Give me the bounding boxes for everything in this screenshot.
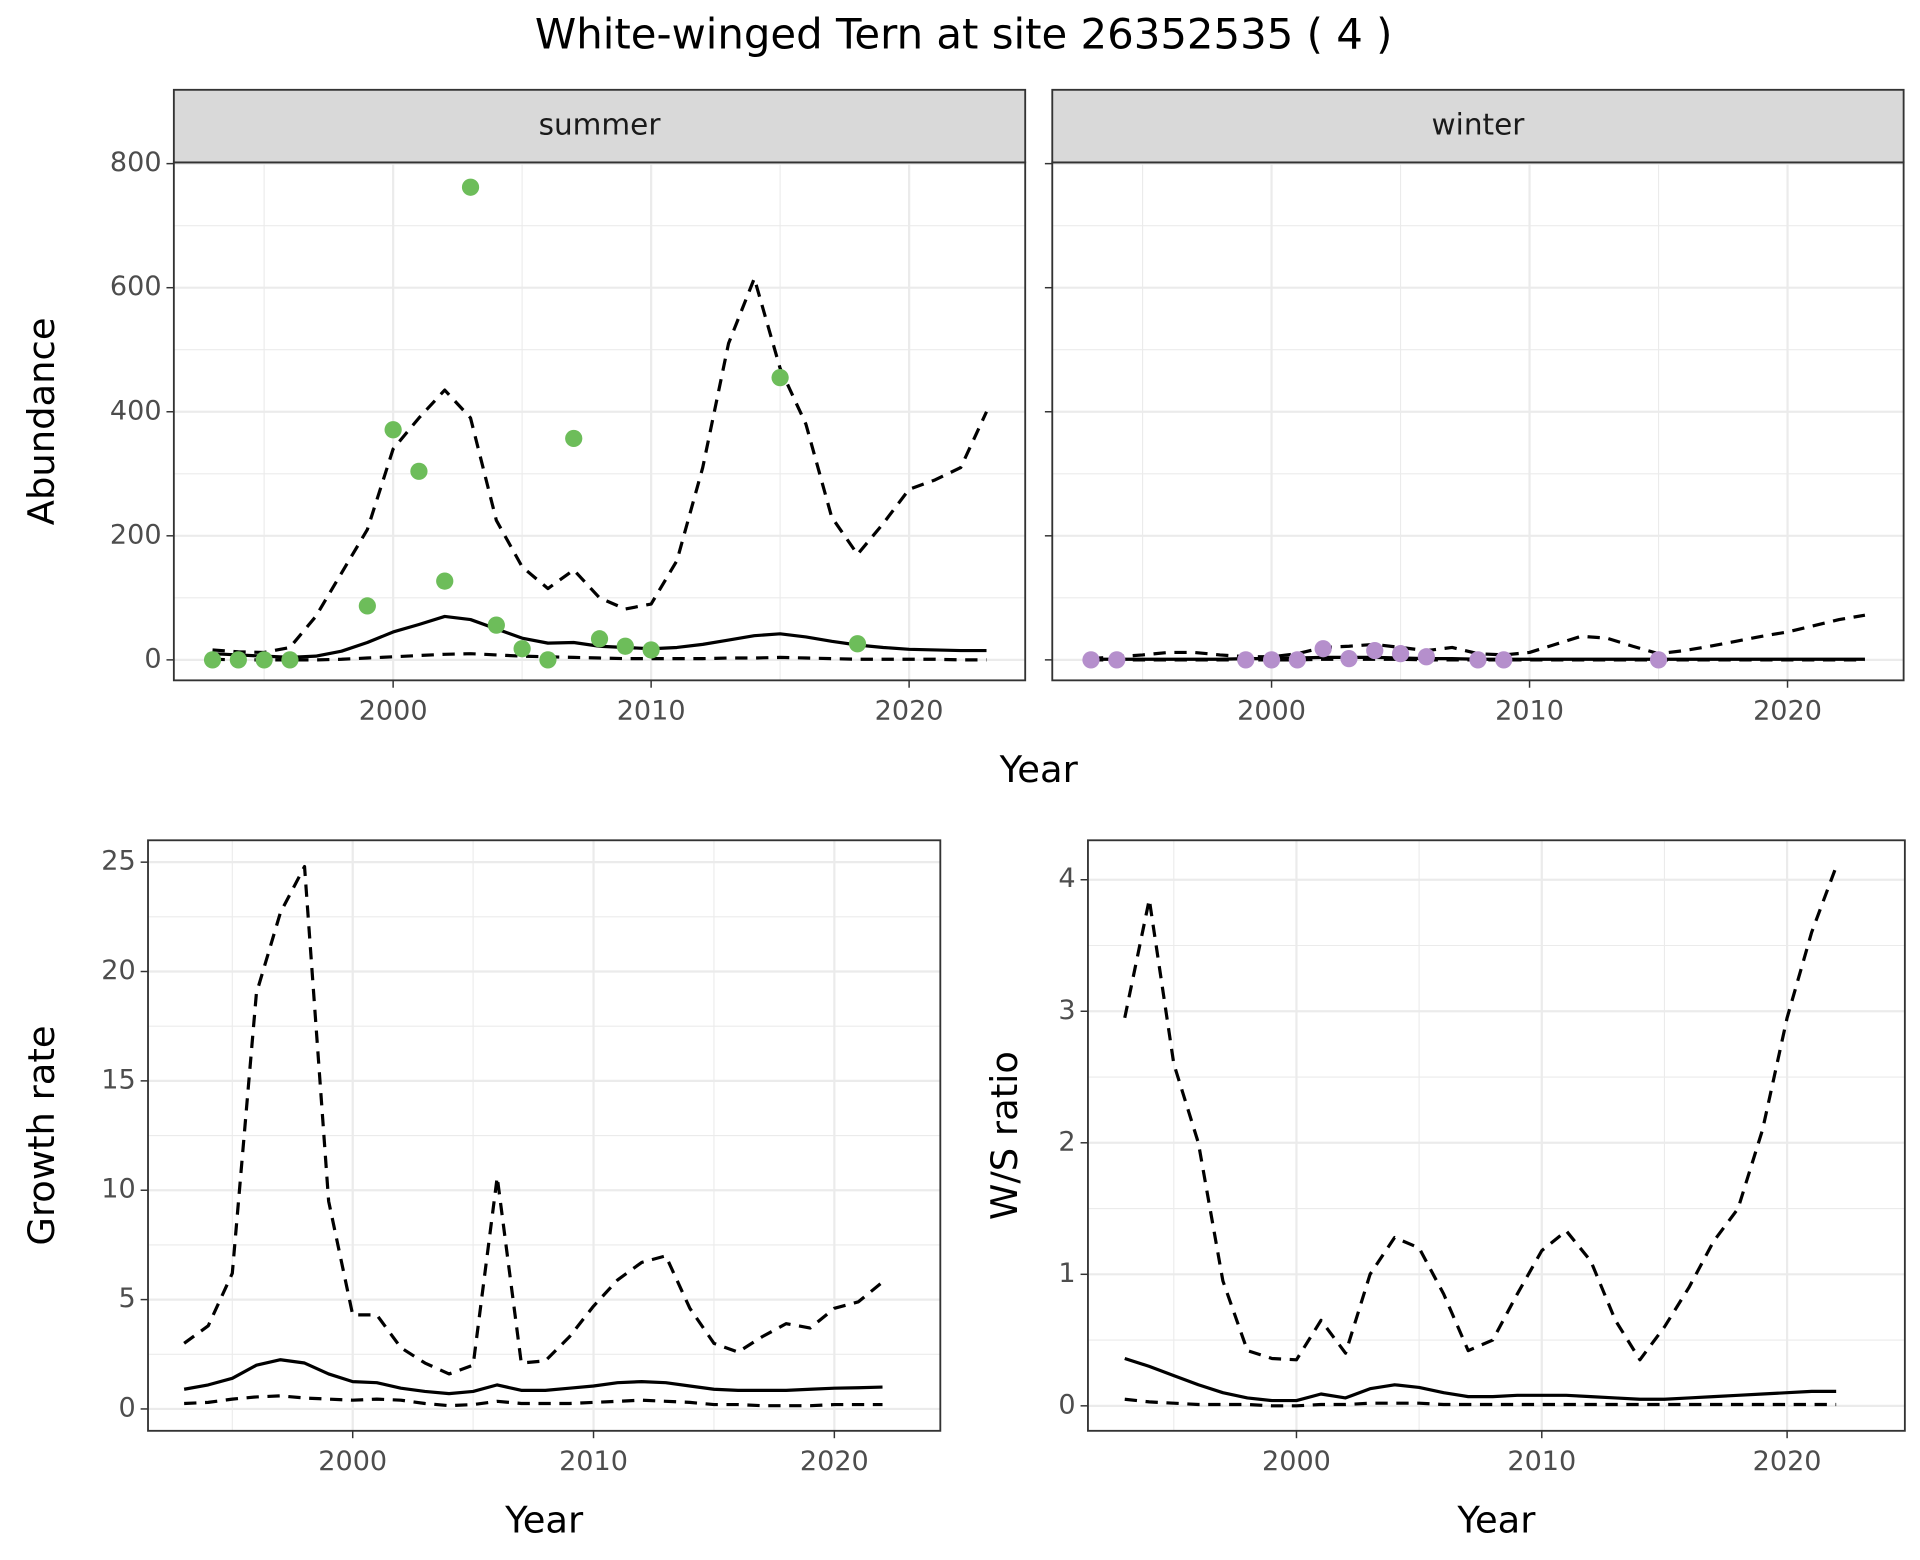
y-tick-label: 0 [1058,1389,1075,1420]
y-tick-label: 20 [101,955,135,986]
data-point [642,641,660,659]
panel: 2000 2010 2020 0 200 400 600 800 summer Abundance… [20,88,1079,791]
plot-background [173,162,1026,681]
data-point [565,429,583,448]
y-tick-label: 200 [110,519,162,550]
y-tick-label: 10 [101,1174,135,1205]
y-tick-label: 800 [110,147,162,178]
data-point [1108,651,1126,669]
data-point [1391,645,1410,663]
data-point [513,640,531,658]
y-tick-label: 4 [1058,863,1075,894]
y-tick-label: 15 [101,1064,135,1095]
y-tick-label: 3 [1058,995,1075,1026]
x-axis-title: Year [1456,1498,1536,1541]
y-tick-label: 5 [118,1283,135,1314]
y-tick-label: 0 [144,643,161,674]
trend-line [184,1394,883,1408]
trend-line [212,276,988,655]
panel: 2000 2010 2020 0 5 10 15 20 25 Growth rate Year [20,839,942,1541]
data-point [358,597,376,615]
x-tick-label: 2010 [1507,1446,1576,1477]
data-point [255,651,273,669]
data-point [1469,651,1487,669]
facet-label: summer [539,108,662,142]
x-tick-label: 2000 [1262,1446,1331,1477]
plot-background [1052,162,1904,681]
data-point [384,421,402,439]
data-point [848,635,867,653]
y-tick-label: 25 [101,846,135,877]
data-point [487,616,505,634]
data-point [281,651,299,669]
x-axis-title: Year [999,748,1079,791]
data-point [229,651,247,669]
y-axis-title: Growth rate [20,1025,63,1245]
trend-line [1090,613,1866,661]
x-tick-label: 2010 [1495,696,1564,727]
facet-strip [1051,88,1905,164]
x-tick-label: 2010 [617,696,686,727]
data-point [539,651,557,669]
panel: 2000 2010 2020 0 1 2 3 4 W/S ratio Year [983,839,1906,1541]
trend-line [1124,1397,1837,1408]
x-axis-title: Year [504,1498,584,1541]
x-tick-label: 2020 [875,696,944,727]
data-point [1082,651,1100,669]
figure-title: White-winged Tern at site 26352535 ( 4 ) [535,9,1393,58]
data-point [590,630,609,648]
trend-line [183,864,884,1376]
data-point [1237,651,1255,669]
data-point [461,178,480,196]
y-tick-label: 2 [1058,1126,1075,1157]
data-point [436,572,454,590]
data-point [1314,640,1332,658]
trend-line [1123,866,1838,1362]
data-point [616,637,634,655]
y-tick-label: 600 [110,271,162,302]
x-tick-label: 2020 [800,1446,869,1477]
facet-label: winter [1431,108,1525,142]
data-point [203,651,222,669]
data-point [1340,650,1358,668]
panel-border [1087,839,1906,1432]
panel-border [147,839,942,1432]
y-tick-label: 0 [118,1392,135,1423]
x-tick-label: 2020 [1753,696,1822,727]
facet-strip [172,88,1027,164]
data-point [1262,651,1281,669]
data-point [1649,651,1668,669]
x-tick-label: 2000 [359,696,428,727]
data-point [1495,651,1513,669]
x-tick-label: 2010 [559,1446,628,1477]
data-point [771,369,789,387]
x-tick-label: 2000 [318,1446,387,1477]
x-tick-label: 2000 [1237,696,1306,727]
data-point [1288,651,1306,669]
x-tick-label: 2020 [1753,1446,1822,1477]
data-point [1417,648,1435,666]
y-tick-label: 1 [1058,1258,1075,1289]
plot-background [1087,840,1905,1431]
y-axis-title: Abundance [20,317,63,525]
data-point [410,462,428,480]
trend-line [212,652,987,662]
y-axis-title: W/S ratio [983,1051,1026,1220]
y-tick-label: 400 [110,395,162,426]
data-point [1366,641,1384,660]
trend-line [1124,1356,1837,1403]
panel: 2000 2010 2020 winter [1044,88,1905,727]
trend-line [183,1358,883,1396]
